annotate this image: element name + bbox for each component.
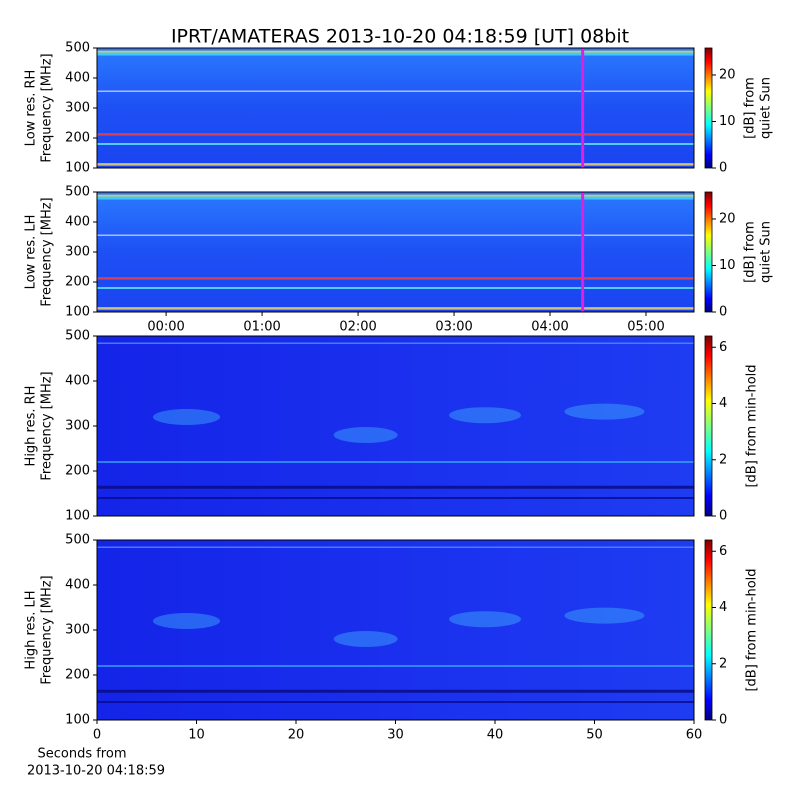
- y-tick-label: 500: [65, 185, 90, 200]
- emission-patch: [333, 631, 398, 647]
- y-tick-label: 400: [65, 215, 90, 230]
- emission-patch: [564, 403, 645, 420]
- x-tick-label: 30: [387, 728, 404, 743]
- y-tick-label: 100: [65, 509, 90, 524]
- x-tick-label: 02:00: [339, 320, 376, 335]
- y-tick-label: 500: [65, 329, 90, 344]
- colorbar-label: [dB] from min-hold: [745, 568, 760, 691]
- colorbar-label: [dB] from min-hold: [745, 364, 760, 487]
- y-tick-label: 300: [65, 419, 90, 434]
- emission-patch: [152, 613, 221, 629]
- spectrogram-background: [97, 336, 694, 516]
- y-tick-label: 300: [65, 101, 90, 116]
- x-tick-label: 40: [487, 728, 504, 743]
- emission-patch: [333, 427, 398, 443]
- y-tick-label: 100: [65, 713, 90, 728]
- spectrogram-background: [97, 48, 694, 168]
- x-tick-label: 04:00: [531, 320, 568, 335]
- emission-patch: [449, 407, 522, 424]
- x-tick-label: 50: [586, 728, 603, 743]
- y-tick-label: 200: [65, 275, 90, 290]
- x-tick-label: 01:00: [243, 320, 280, 335]
- colorbar-tick-label: 0: [719, 161, 727, 176]
- y-axis-label: High res. LH: [24, 590, 39, 669]
- emission-patch: [449, 611, 522, 628]
- colorbar-tick-label: 10: [719, 258, 736, 273]
- y-axis-label: Frequency [MHz]: [40, 197, 55, 306]
- colorbar-label: quiet Sun: [759, 221, 774, 283]
- x-tick-label: 0: [93, 728, 101, 743]
- y-axis-label: Frequency [MHz]: [40, 371, 55, 480]
- colorbar-label: quiet Sun: [759, 77, 774, 139]
- y-tick-label: 500: [65, 533, 90, 548]
- colorbar: [704, 539, 713, 721]
- spectrogram-background: [97, 540, 694, 720]
- colorbar: [704, 191, 713, 313]
- colorbar-tick-label: 6: [719, 544, 727, 559]
- y-tick-label: 200: [65, 131, 90, 146]
- colorbar-tick-label: 20: [719, 211, 736, 226]
- x-tick-label: 05:00: [627, 320, 664, 335]
- y-tick-label: 300: [65, 245, 90, 260]
- emission-patch: [152, 409, 221, 425]
- colorbar-tick-label: 0: [719, 509, 727, 524]
- y-tick-label: 200: [65, 464, 90, 479]
- y-tick-label: 200: [65, 668, 90, 683]
- colorbar-tick-label: 10: [719, 114, 736, 129]
- colorbar-tick-label: 4: [719, 396, 727, 411]
- colorbar-label: [dB] from: [743, 77, 758, 139]
- y-tick-label: 400: [65, 578, 90, 593]
- x-tick-label: 10: [188, 728, 205, 743]
- colorbar: [704, 47, 713, 169]
- spectrogram-background: [97, 192, 694, 312]
- x-axis-label: 2013-10-20 04:18:59: [27, 764, 165, 779]
- y-tick-label: 400: [65, 71, 90, 86]
- x-tick-label: 00:00: [147, 320, 184, 335]
- colorbar-tick-label: 4: [719, 600, 727, 615]
- colorbar-tick-label: 6: [719, 340, 727, 355]
- emission-patch: [564, 607, 645, 624]
- y-tick-label: 300: [65, 623, 90, 638]
- colorbar-tick-label: 2: [719, 452, 727, 467]
- x-tick-label: 03:00: [435, 320, 472, 335]
- figure-title: IPRT/AMATERAS 2013-10-20 04:18:59 [UT] 0…: [171, 26, 629, 48]
- y-axis-label: Low res. RH: [24, 70, 39, 147]
- y-tick-label: 500: [65, 41, 90, 56]
- colorbar-tick-label: 20: [719, 67, 736, 82]
- y-axis-label: High res. RH: [24, 386, 39, 467]
- x-tick-label: 20: [288, 728, 305, 743]
- colorbar: [704, 335, 713, 517]
- colorbar-label: [dB] from: [743, 221, 758, 283]
- y-axis-label: Low res. LH: [24, 215, 39, 290]
- colorbar-tick-label: 0: [719, 713, 727, 728]
- x-axis-label: Seconds from: [37, 747, 126, 762]
- y-axis-label: Frequency [MHz]: [40, 575, 55, 684]
- y-tick-label: 100: [65, 305, 90, 320]
- y-axis-label: Frequency [MHz]: [40, 53, 55, 162]
- y-tick-label: 400: [65, 374, 90, 389]
- colorbar-tick-label: 0: [719, 305, 727, 320]
- colorbar-tick-label: 2: [719, 656, 727, 671]
- x-tick-label: 60: [686, 728, 703, 743]
- y-tick-label: 100: [65, 161, 90, 176]
